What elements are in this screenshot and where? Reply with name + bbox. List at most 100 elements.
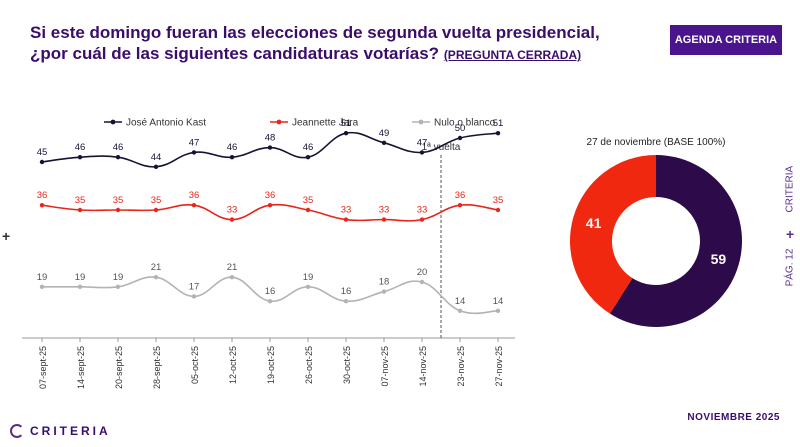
data-point bbox=[343, 217, 349, 222]
data-point bbox=[381, 140, 387, 145]
data-label: 44 bbox=[151, 152, 162, 163]
data-label: 33 bbox=[227, 205, 238, 216]
x-tick-label: 27-nov-25 bbox=[494, 346, 504, 387]
data-label: 21 bbox=[227, 262, 238, 273]
data-label: 50 bbox=[455, 123, 466, 134]
data-label: 16 bbox=[265, 286, 276, 297]
data-point bbox=[419, 150, 425, 155]
data-point bbox=[39, 284, 45, 289]
data-point bbox=[115, 207, 121, 213]
data-point bbox=[343, 299, 349, 304]
data-point bbox=[419, 279, 425, 285]
legend-swatch-dot bbox=[276, 119, 282, 125]
data-label: 46 bbox=[303, 142, 314, 153]
data-label: 36 bbox=[455, 190, 466, 201]
data-label: 36 bbox=[189, 190, 200, 201]
data-label: 14 bbox=[493, 296, 504, 307]
data-point bbox=[39, 159, 45, 165]
data-label: 35 bbox=[303, 195, 314, 206]
side-page-number: PÁG. 12 bbox=[784, 248, 796, 287]
x-tick-label: 28-sept-25 bbox=[152, 346, 162, 389]
data-point bbox=[229, 217, 235, 222]
legend-label: Jeannette Jara bbox=[292, 118, 359, 129]
data-label: 14 bbox=[455, 296, 466, 307]
x-tick-label: 14-sept-25 bbox=[76, 346, 86, 389]
data-point bbox=[229, 275, 235, 280]
data-label: 19 bbox=[113, 272, 124, 283]
donut-slice bbox=[570, 155, 656, 314]
data-label: 35 bbox=[493, 195, 504, 206]
legend-swatch-dot bbox=[418, 119, 424, 125]
donut-title: 27 de noviembre (BASE 100%) bbox=[587, 137, 726, 148]
x-tick-label: 26-oct-25 bbox=[304, 346, 314, 384]
data-label: 48 bbox=[265, 133, 276, 144]
legend-label: José Antonio Kast bbox=[126, 118, 206, 129]
data-point bbox=[495, 308, 501, 313]
data-point bbox=[191, 150, 197, 155]
data-label: 36 bbox=[265, 190, 276, 201]
data-label: 35 bbox=[151, 195, 162, 206]
data-label: 51 bbox=[493, 118, 504, 129]
data-label: 46 bbox=[113, 142, 124, 153]
left-plus-icon: + bbox=[2, 228, 11, 244]
data-label: 46 bbox=[75, 142, 86, 153]
data-point bbox=[343, 131, 349, 136]
donut-slice-label: 59 bbox=[711, 251, 727, 267]
donut-slice-label: 41 bbox=[586, 215, 602, 231]
data-label: 35 bbox=[75, 195, 86, 206]
data-point bbox=[153, 275, 159, 280]
side-plus-icon: + bbox=[786, 226, 795, 242]
data-point bbox=[191, 203, 197, 208]
x-tick-label: 30-oct-25 bbox=[342, 346, 352, 384]
data-point bbox=[115, 284, 121, 289]
data-label: 36 bbox=[37, 190, 48, 201]
logo-mark-icon bbox=[10, 424, 24, 438]
x-tick-label: 23-nov-25 bbox=[456, 346, 466, 387]
x-tick-label: 12-oct-25 bbox=[228, 346, 238, 384]
data-point bbox=[77, 284, 83, 289]
data-label: 45 bbox=[37, 147, 48, 158]
data-label: 33 bbox=[379, 205, 390, 216]
question-text: Si este domingo fueran las elecciones de… bbox=[30, 23, 600, 63]
data-label: 19 bbox=[75, 272, 86, 283]
data-point bbox=[267, 299, 273, 304]
report-month: NOVIEMBRE 2025 bbox=[687, 412, 780, 423]
data-label: 19 bbox=[37, 272, 48, 283]
data-point bbox=[457, 308, 463, 313]
agenda-badge: AGENDA CRITERIA bbox=[670, 25, 782, 55]
data-point bbox=[305, 207, 311, 213]
donut-slice bbox=[609, 155, 742, 327]
data-point bbox=[77, 155, 83, 160]
legend-swatch-dot bbox=[110, 119, 116, 125]
data-point bbox=[495, 131, 501, 136]
data-point bbox=[115, 155, 121, 160]
data-point bbox=[381, 217, 387, 222]
data-point bbox=[457, 135, 463, 141]
side-brand: CRITERIA bbox=[784, 165, 796, 213]
data-label: 17 bbox=[189, 281, 200, 292]
data-point bbox=[77, 207, 83, 213]
data-point bbox=[153, 164, 159, 169]
data-point bbox=[39, 203, 45, 208]
data-point bbox=[305, 155, 311, 160]
data-label: 21 bbox=[151, 262, 162, 273]
data-label: 35 bbox=[113, 195, 124, 206]
x-tick-label: 07-sept-25 bbox=[38, 346, 48, 389]
data-label: 19 bbox=[303, 272, 314, 283]
data-point bbox=[153, 207, 159, 213]
data-label: 33 bbox=[341, 205, 352, 216]
x-tick-label: 14-nov-25 bbox=[418, 346, 428, 387]
criteria-logo: CRITERIA bbox=[10, 424, 111, 438]
first-round-label: 1ª vuelta bbox=[422, 142, 461, 153]
logo-text: CRITERIA bbox=[30, 424, 111, 438]
question-type: (PREGUNTA CERRADA) bbox=[443, 48, 582, 62]
data-label: 33 bbox=[417, 205, 428, 216]
data-point bbox=[419, 217, 425, 222]
data-label: 46 bbox=[227, 142, 238, 153]
data-point bbox=[229, 155, 235, 160]
data-point bbox=[267, 145, 273, 150]
page-title: Si este domingo fueran las elecciones de… bbox=[30, 22, 630, 66]
data-point bbox=[191, 294, 197, 299]
data-label: 47 bbox=[417, 137, 428, 148]
